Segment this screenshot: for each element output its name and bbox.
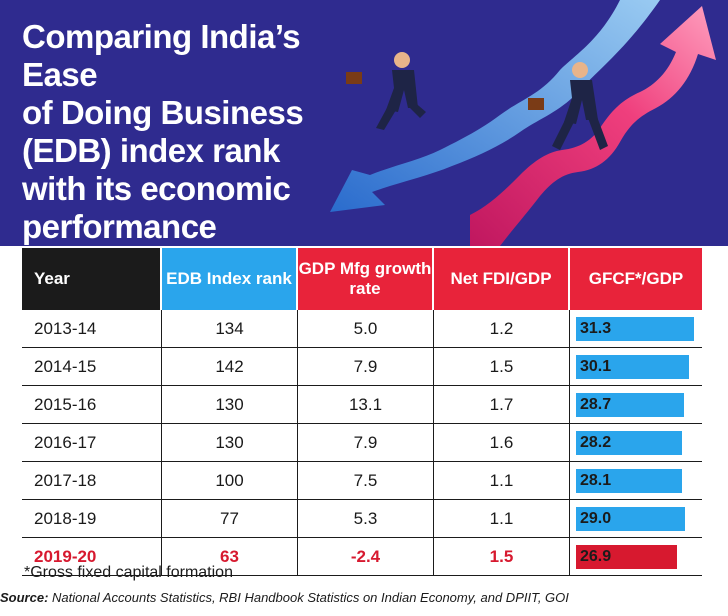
cell-edb-rank: 100 (162, 462, 298, 499)
table-row: 2015-16 130 13.1 1.7 28.7 (22, 386, 702, 424)
gfcf-bar: 28.2 (576, 430, 682, 455)
cell-year: 2015-16 (22, 386, 162, 423)
cell-year: 2019-20 (22, 538, 162, 575)
gfcf-bar-wrap: 31.3 (570, 310, 702, 347)
data-table: Year EDB Index rank GDP Mfg growth rate … (22, 248, 702, 576)
gfcf-bar: 31.3 (576, 316, 694, 341)
cell-edb-rank: 77 (162, 500, 298, 537)
cell-year: 2016-17 (22, 424, 162, 461)
cell-net-fdi: 1.2 (434, 310, 570, 347)
cell-gdp-mfg: 7.9 (298, 348, 434, 385)
cell-net-fdi: 1.5 (434, 538, 570, 575)
businessman-left (346, 52, 426, 130)
cell-edb-rank: 134 (162, 310, 298, 347)
source-text: National Accounts Statistics, RBI Handbo… (48, 590, 569, 605)
rising-arrows-illustration (330, 0, 716, 246)
cell-gdp-mfg: -2.4 (298, 538, 434, 575)
cell-net-fdi: 1.1 (434, 462, 570, 499)
page-title: Comparing India’s Ease of Doing Business… (22, 18, 304, 245)
cell-edb-rank: 130 (162, 424, 298, 461)
gfcf-bar-wrap: 28.1 (570, 462, 702, 499)
cell-gfcf: 28.1 (570, 462, 702, 499)
cell-year: 2017-18 (22, 462, 162, 499)
gfcf-bar-wrap: 26.9 (570, 538, 702, 575)
cell-gdp-mfg: 13.1 (298, 386, 434, 423)
table-row: 2017-18 100 7.5 1.1 28.1 (22, 462, 702, 500)
gfcf-bar: 28.7 (576, 392, 684, 417)
cell-gdp-mfg: 7.9 (298, 424, 434, 461)
header-banner: Comparing India’s Ease of Doing Business… (0, 0, 728, 246)
gfcf-bar-wrap: 28.7 (570, 386, 702, 423)
cell-edb-rank: 142 (162, 348, 298, 385)
cell-gfcf: 30.1 (570, 348, 702, 385)
cell-gfcf: 28.2 (570, 424, 702, 461)
table-row: 2019-20 63 -2.4 1.5 26.9 (22, 538, 702, 576)
cell-gfcf: 26.9 (570, 538, 702, 575)
header-year: Year (22, 248, 162, 310)
cell-gfcf: 29.0 (570, 500, 702, 537)
source-label: Source: (0, 590, 49, 605)
cell-edb-rank: 63 (162, 538, 298, 575)
pink-arrow (470, 6, 716, 246)
cell-year: 2013-14 (22, 310, 162, 347)
gfcf-bar: 30.1 (576, 354, 689, 379)
cell-net-fdi: 1.6 (434, 424, 570, 461)
cell-gdp-mfg: 5.3 (298, 500, 434, 537)
cell-net-fdi: 1.1 (434, 500, 570, 537)
table-row: 2014-15 142 7.9 1.5 30.1 (22, 348, 702, 386)
gfcf-bar: 26.9 (576, 544, 677, 569)
table-body: 2013-14 134 5.0 1.2 31.3 2014-15 142 7.9 1.5 30.1… (22, 310, 702, 576)
cell-gdp-mfg: 7.5 (298, 462, 434, 499)
gfcf-bar: 29.0 (576, 506, 685, 531)
gfcf-bar-wrap: 28.2 (570, 424, 702, 461)
cell-gfcf: 31.3 (570, 310, 702, 347)
header-net-fdi: Net FDI/GDP (434, 248, 570, 310)
businessman-right (528, 62, 608, 150)
gfcf-bar-wrap: 30.1 (570, 348, 702, 385)
cell-year: 2018-19 (22, 500, 162, 537)
cell-gfcf: 28.7 (570, 386, 702, 423)
cell-gdp-mfg: 5.0 (298, 310, 434, 347)
header-gfcf: GFCF*/GDP (570, 248, 702, 310)
cell-edb-rank: 130 (162, 386, 298, 423)
blue-arrow (330, 0, 660, 212)
header-gdp-mfg: GDP Mfg growth rate (298, 248, 434, 310)
cell-net-fdi: 1.5 (434, 348, 570, 385)
table-row: 2018-19 77 5.3 1.1 29.0 (22, 500, 702, 538)
header-edb-rank: EDB Index rank (162, 248, 298, 310)
gfcf-bar-wrap: 29.0 (570, 500, 702, 537)
table-header: Year EDB Index rank GDP Mfg growth rate … (22, 248, 702, 310)
gfcf-bar: 28.1 (576, 468, 682, 493)
cell-net-fdi: 1.7 (434, 386, 570, 423)
table-row: 2013-14 134 5.0 1.2 31.3 (22, 310, 702, 348)
table-row: 2016-17 130 7.9 1.6 28.2 (22, 424, 702, 462)
cell-year: 2014-15 (22, 348, 162, 385)
source-line: Source: National Accounts Statistics, RB… (0, 590, 728, 605)
footnote: *Gross fixed capital formation (24, 564, 233, 581)
